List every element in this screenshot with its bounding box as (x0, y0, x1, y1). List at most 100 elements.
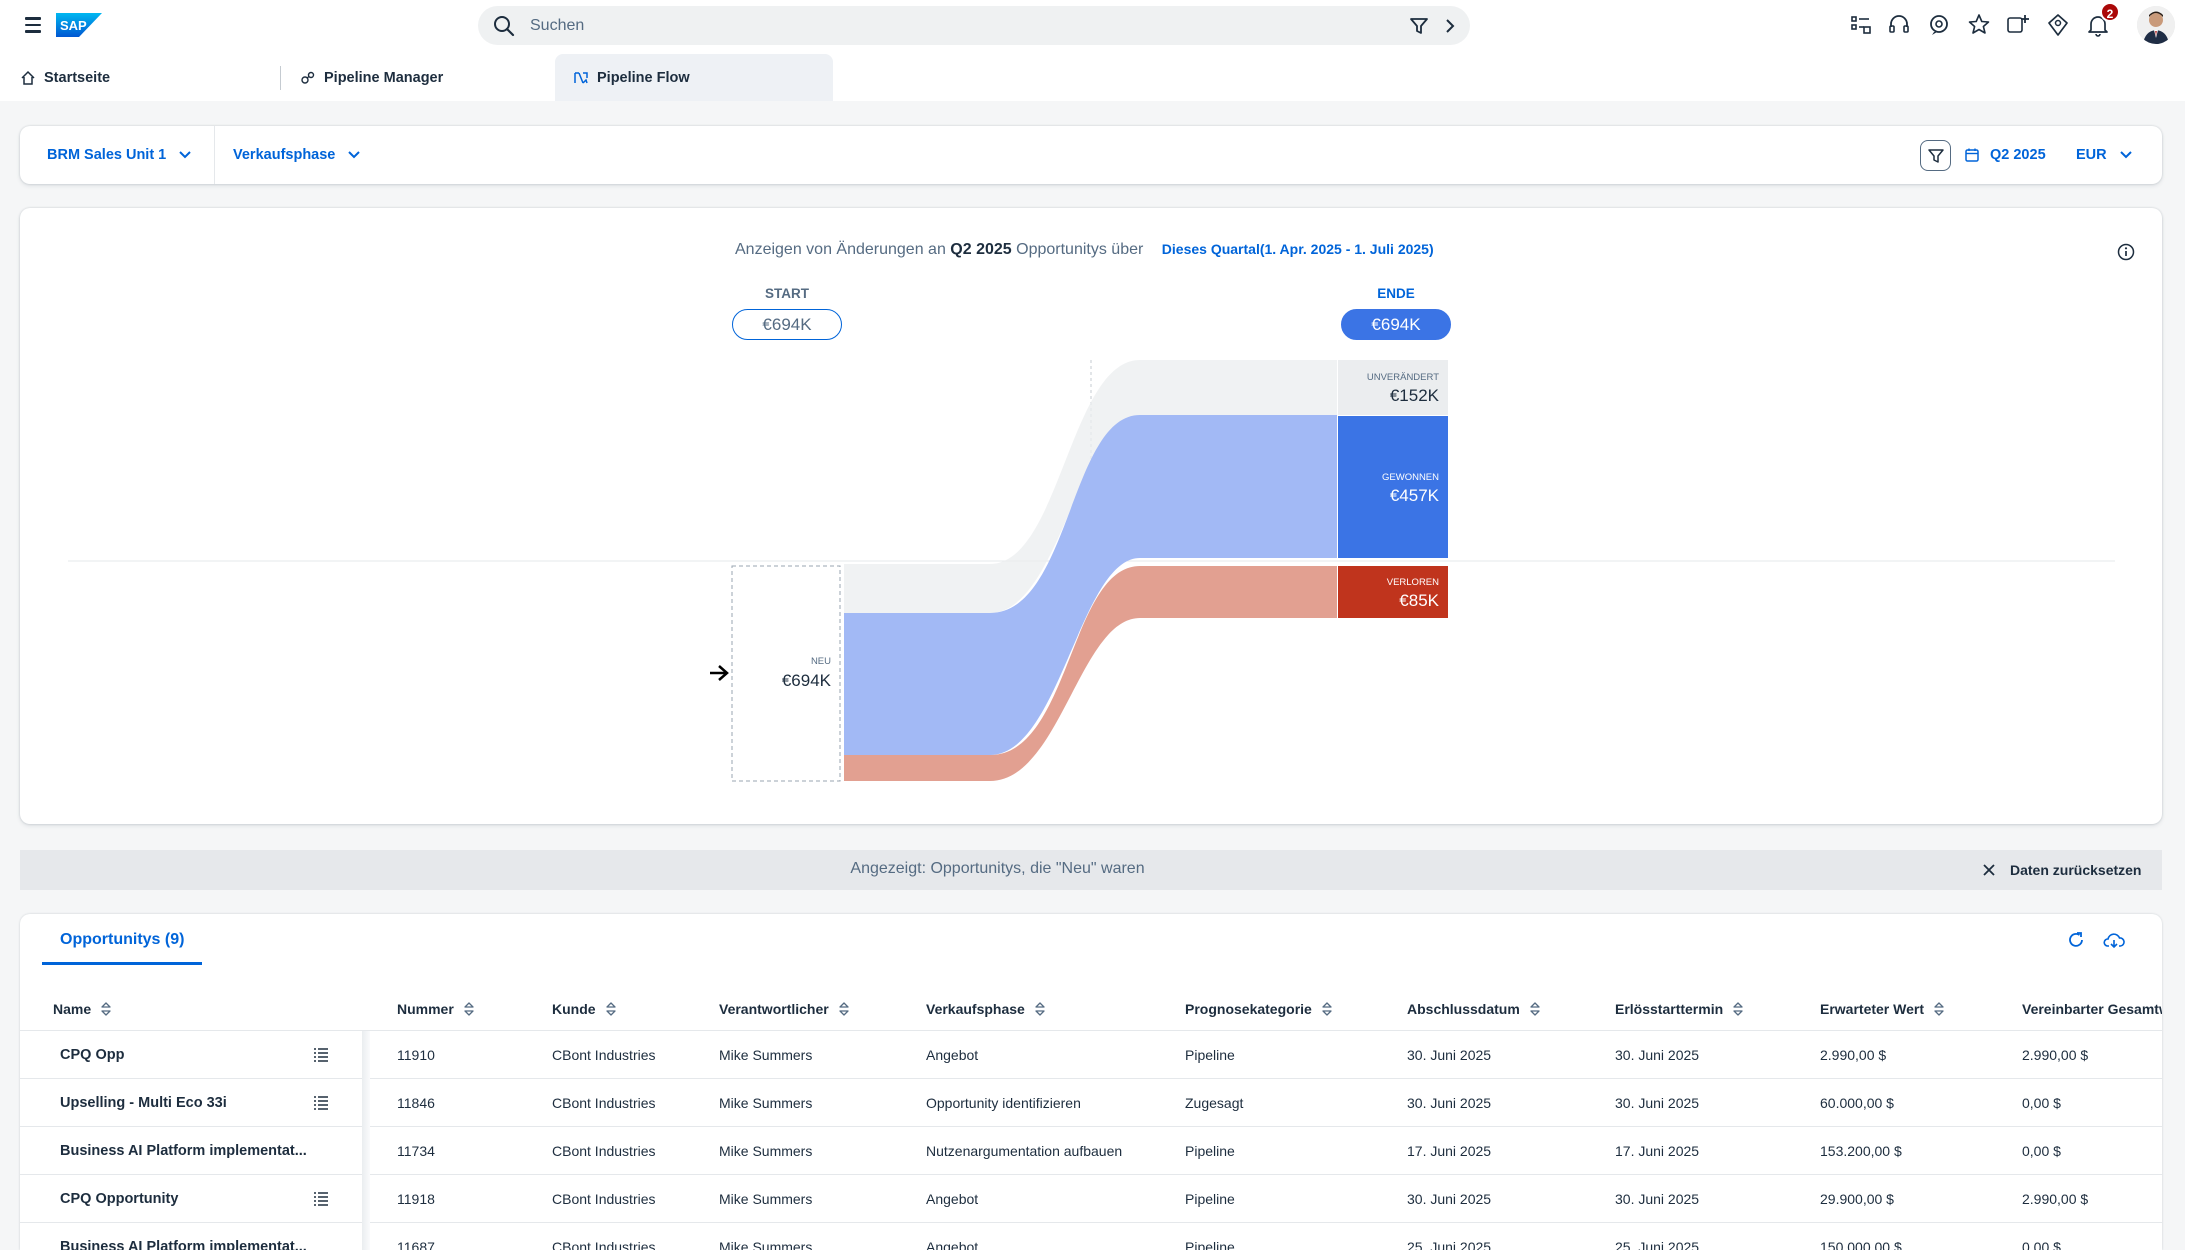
tasks-icon[interactable] (1848, 12, 1874, 38)
reset-data-button[interactable]: Daten zurücksetzen (1982, 850, 2141, 890)
filter-icon (1927, 148, 1944, 163)
column-header[interactable]: Kunde (552, 987, 616, 1031)
tab-divider (280, 66, 281, 90)
list-icon[interactable] (312, 1190, 330, 1208)
opportunity-name-link[interactable]: CPQ Opportunity (60, 1191, 179, 1207)
column-header[interactable]: Prognosekategorie (1185, 987, 1332, 1031)
sort-icon (1035, 1002, 1045, 1016)
node-unchanged-value: €152K (1390, 386, 1440, 405)
tab-opportunities[interactable]: Opportunitys (9) (42, 914, 203, 965)
opportunity-name-link[interactable]: Upselling - Multi Eco 33i (60, 1095, 227, 1111)
start-value: €694K (732, 309, 842, 340)
tab-pipeline-manager[interactable]: Pipeline Manager (280, 54, 555, 101)
node-lost-label: VERLOREN (1387, 577, 1439, 588)
currency-select[interactable]: EUR (2076, 126, 2133, 184)
sales-unit-select[interactable]: BRM Sales Unit 1 (47, 126, 192, 184)
table-cell: Mike Summers (719, 1191, 813, 1207)
table-cell: Nutzenargumentation aufbauen (926, 1143, 1123, 1159)
table-cell: 2.990,00 $ (1820, 1047, 1887, 1063)
chevron-down-icon (179, 151, 191, 159)
column-header[interactable]: Nummer (397, 987, 474, 1031)
table-cell: 30. Juni 2025 (1407, 1095, 1492, 1111)
table-cell: 0,00 $ (2022, 1095, 2061, 1111)
sap-logo[interactable]: SAP (56, 13, 102, 37)
diamond-icon[interactable] (2045, 12, 2071, 38)
divider (214, 126, 215, 184)
quarter-select[interactable]: Q2 2025 (1964, 126, 2046, 184)
chevron-down-icon (348, 151, 361, 159)
avatar[interactable] (2137, 6, 2175, 44)
column-header[interactable]: Name (53, 987, 111, 1031)
headset-icon[interactable] (1886, 12, 1912, 38)
calendar-icon (1965, 148, 1979, 162)
table-cell: 11734 (397, 1143, 435, 1159)
chevron-right-icon[interactable] (1442, 17, 1458, 35)
joule-icon[interactable] (1926, 12, 1952, 38)
subtitle-suffix: Opportunitys über (1016, 241, 1144, 258)
flow-won[interactable] (844, 415, 1337, 755)
table-cell: 0,00 $ (2022, 1143, 2061, 1159)
table-cell: Pipeline (1185, 1143, 1235, 1159)
table-cell: Pipeline (1185, 1191, 1235, 1207)
filter-info-strip: Angezeigt: Opportunitys, die "Neu" waren… (20, 850, 2162, 890)
column-header[interactable]: Verantwortlicher (719, 987, 849, 1031)
phase-select[interactable]: Verkaufsphase (233, 126, 361, 184)
column-header[interactable]: Erlösstarttermin (1615, 987, 1743, 1031)
column-header-label: Vereinbarter Gesamtwert (2022, 1001, 2162, 1017)
star-icon[interactable] (1966, 12, 1992, 38)
search-icon[interactable] (492, 14, 516, 38)
table-row[interactable]: Business AI Platform implementat... 11734… (20, 1127, 2162, 1175)
node-won[interactable] (1338, 416, 1448, 558)
table-header: Name Nummer Kunde Verantwortlicher Verkaufsp… (20, 987, 2162, 1031)
opportunity-name-link[interactable]: Business AI Platform implementat... (60, 1143, 307, 1159)
quarter-label: Q2 2025 (1990, 147, 2046, 163)
table-cell: Mike Summers (719, 1095, 813, 1111)
column-header[interactable]: Vereinbarter Gesamtwert (2022, 987, 2162, 1031)
search-input[interactable] (520, 11, 1360, 40)
flow-lost[interactable] (844, 566, 1337, 781)
column-header-label: Abschlussdatum (1407, 1001, 1520, 1017)
tab-pipeline-flow[interactable]: Pipeline Flow (555, 54, 833, 101)
opportunity-name-link[interactable]: Business AI Platform implementat... (60, 1239, 307, 1250)
table-row[interactable]: CPQ Opportunity 11918 CBont Industries Mike… (20, 1175, 2162, 1223)
node-neu[interactable] (731, 565, 841, 782)
table-row[interactable]: CPQ Opp 11910 CBont Industries Mike Summers… (20, 1031, 2162, 1079)
refresh-icon[interactable] (2066, 930, 2086, 950)
list-icon[interactable] (312, 1046, 330, 1064)
add-app-icon[interactable] (2005, 12, 2031, 38)
table-cell: 30. Juni 2025 (1407, 1191, 1492, 1207)
sales-unit-label: BRM Sales Unit 1 (47, 147, 167, 163)
table-cell: 30. Juni 2025 (1615, 1191, 1700, 1207)
filter-icon[interactable] (1408, 15, 1430, 37)
tab-label: Pipeline Flow (597, 69, 690, 86)
list-icon[interactable] (312, 1094, 330, 1112)
table-cell: 17. Juni 2025 (1407, 1143, 1492, 1159)
table-cell: Mike Summers (719, 1047, 813, 1063)
column-header[interactable]: Verkaufsphase (926, 987, 1045, 1031)
freeze-divider (362, 1031, 370, 1250)
flow-unchanged[interactable] (844, 360, 1337, 613)
opportunity-name-link[interactable]: CPQ Opp (60, 1047, 125, 1063)
menu-button[interactable] (20, 12, 46, 38)
table-cell: 0,00 $ (2022, 1239, 2061, 1250)
tab-startseite[interactable]: Startseite (0, 54, 280, 101)
column-header[interactable]: Erwarteter Wert (1820, 987, 1944, 1031)
table-cell: 2.990,00 $ (2022, 1191, 2089, 1207)
column-header[interactable]: Abschlussdatum (1407, 987, 1540, 1031)
node-unchanged[interactable] (1338, 360, 1448, 415)
period-link[interactable]: Dieses Quartal(1. Apr. 2025 - 1. Juli 20… (1161, 241, 1434, 257)
table-cell: 30. Juni 2025 (1407, 1047, 1492, 1063)
currency-label: EUR (2076, 147, 2107, 163)
info-icon[interactable] (2117, 243, 2135, 261)
node-lost[interactable] (1338, 566, 1448, 618)
notification-badge: 2 (2100, 2, 2120, 22)
table-cell: 150.000,00 $ (1820, 1239, 1902, 1250)
filter-button[interactable] (1920, 140, 1951, 171)
table-row[interactable]: Business AI Platform implementat... 11687… (20, 1223, 2162, 1250)
table-row[interactable]: Upselling - Multi Eco 33i 11846 CBont Indu… (20, 1079, 2162, 1127)
opportunities-tab-label: Opportunitys (9) (60, 930, 185, 948)
sort-icon (464, 1002, 474, 1016)
cloud-download-icon[interactable] (2103, 930, 2125, 950)
tab-label: Pipeline Manager (324, 69, 444, 86)
chart-subtitle: Anzeigen von Änderungen an Q2 2025 Oppor… (735, 241, 1434, 259)
